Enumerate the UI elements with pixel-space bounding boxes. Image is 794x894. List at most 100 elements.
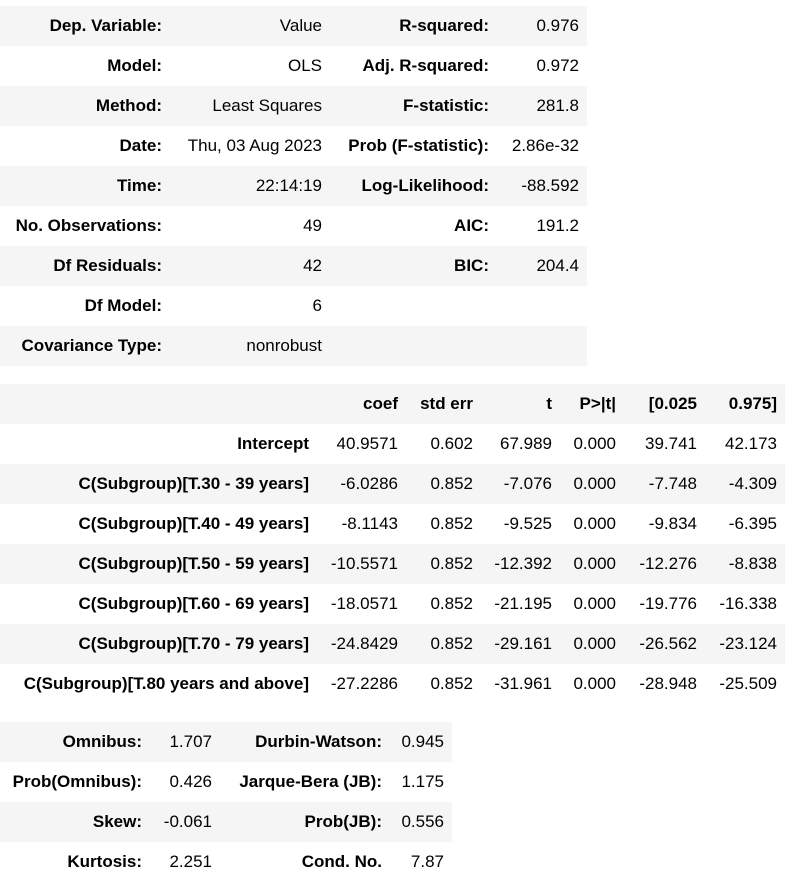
- summary-label: [330, 326, 497, 366]
- summary-row: Time: 22:14:19 Log-Likelihood: -88.592: [0, 166, 587, 206]
- summary-label: Dep. Variable:: [49, 16, 162, 35]
- diagnostics-row: Kurtosis: 2.251 Cond. No. 7.87: [0, 842, 452, 882]
- table-row: C(Subgroup)[T.40 - 49 years] -8.1143 0.8…: [0, 504, 785, 544]
- diagnostics-value: 0.945: [401, 732, 444, 751]
- diagnostics-row: Skew: -0.061 Prob(JB): 0.556: [0, 802, 452, 842]
- summary-value: 191.2: [536, 216, 579, 235]
- t-value: -12.392: [494, 554, 552, 573]
- summary-row: Df Residuals: 42 BIC: 204.4: [0, 246, 587, 286]
- summary-label: AIC:: [454, 216, 489, 235]
- summary-value: [497, 326, 587, 366]
- std-err-value: 0.852: [430, 594, 473, 613]
- summary-value: Least Squares: [212, 96, 322, 115]
- summary-row: Model: OLS Adj. R-squared: 0.972: [0, 46, 587, 86]
- t-value: -31.961: [494, 674, 552, 693]
- summary-row: Dep. Variable: Value R-squared: 0.976: [0, 6, 587, 46]
- summary-label: R-squared:: [399, 16, 489, 35]
- summary-row: Df Model: 6: [0, 286, 587, 326]
- p-value: 0.000: [573, 514, 616, 533]
- ci-upper-value: -23.124: [719, 634, 777, 653]
- summary-value: 6: [312, 296, 322, 315]
- summary-value: 42: [303, 256, 322, 275]
- ci-upper-value: -16.338: [719, 594, 777, 613]
- p-value: 0.000: [573, 674, 616, 693]
- diagnostics-value: -0.061: [163, 812, 212, 831]
- table-row: C(Subgroup)[T.70 - 79 years] -24.8429 0.…: [0, 624, 785, 664]
- ci-lower-value: -12.276: [639, 554, 697, 573]
- table-row: Intercept 40.9571 0.602 67.989 0.000 39.…: [0, 424, 785, 464]
- column-header-std-err: std err: [420, 394, 473, 413]
- ci-lower-value: -28.948: [639, 674, 697, 693]
- term-name: C(Subgroup)[T.80 years and above]: [23, 674, 309, 693]
- summary-value: 49: [303, 216, 322, 235]
- diagnostics-row: Prob(Omnibus): 0.426 Jarque-Bera (JB): 1…: [0, 762, 452, 802]
- column-header-ci-upper: 0.975]: [728, 394, 777, 413]
- summary-label: Date:: [119, 136, 162, 155]
- coef-value: -27.2286: [330, 674, 398, 693]
- summary-value: 0.972: [536, 56, 579, 75]
- diagnostics-label: Prob(JB):: [304, 812, 382, 831]
- t-value: -21.195: [494, 594, 552, 613]
- std-err-value: 0.852: [430, 474, 473, 493]
- std-err-value: 0.602: [430, 434, 473, 453]
- diagnostics-value: 0.556: [401, 812, 444, 831]
- ci-upper-value: 42.173: [725, 434, 777, 453]
- column-header-coef: coef: [363, 394, 398, 413]
- table-row: C(Subgroup)[T.60 - 69 years] -18.0571 0.…: [0, 584, 785, 624]
- p-value: 0.000: [573, 554, 616, 573]
- table-row: C(Subgroup)[T.50 - 59 years] -10.5571 0.…: [0, 544, 785, 584]
- diagnostics-value: 1.175: [401, 772, 444, 791]
- term-name: C(Subgroup)[T.30 - 39 years]: [78, 474, 310, 493]
- std-err-value: 0.852: [430, 514, 473, 533]
- t-value: 67.989: [500, 434, 552, 453]
- term-name: C(Subgroup)[T.50 - 59 years]: [78, 554, 310, 573]
- summary-value: Thu, 03 Aug 2023: [187, 136, 322, 155]
- column-header: [0, 384, 317, 424]
- diagnostics-value: 0.426: [169, 772, 212, 791]
- summary-row: No. Observations: 49 AIC: 191.2: [0, 206, 587, 246]
- ci-upper-value: -4.309: [728, 474, 777, 493]
- summary-label: Df Residuals:: [53, 256, 162, 275]
- coef-value: -24.8429: [330, 634, 398, 653]
- ci-upper-value: -6.395: [728, 514, 777, 533]
- summary-value: 281.8: [536, 96, 579, 115]
- column-header-p-value: P>|t|: [579, 394, 616, 413]
- summary-value: OLS: [287, 56, 322, 75]
- column-header-ci-lower: [0.025: [648, 394, 697, 413]
- ci-lower-value: -7.748: [648, 474, 697, 493]
- summary-value: 204.4: [536, 256, 579, 275]
- diagnostics-table: Omnibus: 1.707 Durbin-Watson: 0.945 Prob…: [0, 722, 452, 882]
- diagnostics-label: Skew:: [92, 812, 142, 831]
- summary-label: Covariance Type:: [21, 336, 162, 355]
- coefficients-table: coef std err t P>|t| [0.025 0.975] Inter…: [0, 384, 785, 704]
- diagnostics-value: 2.251: [169, 852, 212, 871]
- p-value: 0.000: [573, 434, 616, 453]
- table-row: C(Subgroup)[T.30 - 39 years] -6.0286 0.8…: [0, 464, 785, 504]
- summary-label: Log-Likelihood:: [361, 176, 489, 195]
- diagnostics-label: Prob(Omnibus):: [12, 772, 142, 791]
- summary-label: Prob (F-statistic):: [348, 136, 489, 155]
- t-value: -9.525: [503, 514, 552, 533]
- ci-upper-value: -8.838: [728, 554, 777, 573]
- summary-value: 2.86e-32: [511, 136, 579, 155]
- summary-value: Value: [279, 16, 322, 35]
- summary-row: Date: Thu, 03 Aug 2023 Prob (F-statistic…: [0, 126, 587, 166]
- term-name: C(Subgroup)[T.40 - 49 years]: [78, 514, 310, 533]
- coefficients-header-row: coef std err t P>|t| [0.025 0.975]: [0, 384, 785, 424]
- summary-label: No. Observations:: [15, 216, 162, 235]
- p-value: 0.000: [573, 474, 616, 493]
- coef-value: -18.0571: [330, 594, 398, 613]
- table-row: C(Subgroup)[T.80 years and above] -27.22…: [0, 664, 785, 704]
- summary-value: 22:14:19: [255, 176, 322, 195]
- diagnostics-label: Kurtosis:: [67, 852, 142, 871]
- diagnostics-value: 1.707: [169, 732, 212, 751]
- std-err-value: 0.852: [430, 634, 473, 653]
- std-err-value: 0.852: [430, 674, 473, 693]
- summary-value: 0.976: [536, 16, 579, 35]
- diagnostics-label: Jarque-Bera (JB):: [239, 772, 382, 791]
- summary-value: [497, 286, 587, 326]
- summary-value: -88.592: [521, 176, 579, 195]
- coef-value: -8.1143: [341, 514, 398, 533]
- coef-value: 40.9571: [336, 434, 398, 453]
- summary-label: Time:: [116, 176, 162, 195]
